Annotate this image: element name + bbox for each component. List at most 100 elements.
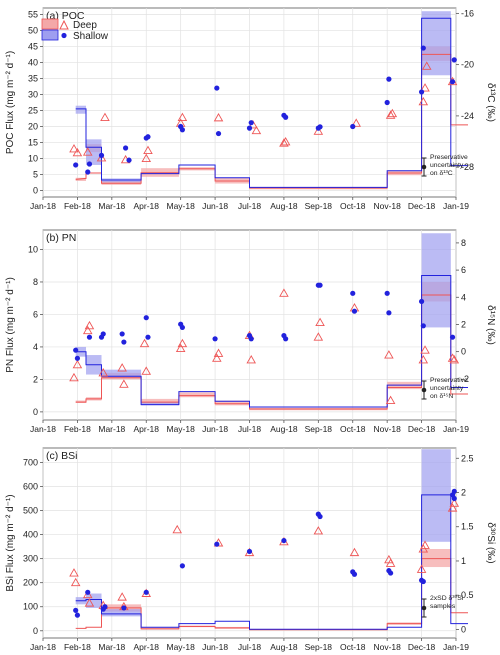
y2-tick-label: 0.5 [461,590,474,600]
deep-isotope-point [212,353,222,362]
deep-isotope-point [177,112,188,122]
deep-isotope-point [387,108,398,118]
uncertainty-note: on δ¹⁵N [430,393,453,400]
deep-isotope-point [315,317,325,327]
y-tick-label: 50 [28,25,38,35]
legend-shallow-marker [61,32,67,39]
y2-tick-label: -24 [461,111,474,121]
y2-tick-label: 2 [461,488,466,498]
x-tick-label: Sep-18 [305,201,333,211]
y-tick-label: 6 [33,309,38,319]
deep-isotope-point [213,348,224,357]
deep-isotope-point [98,367,109,377]
y2-tick-label: 4 [461,292,466,302]
y-tick-label: 45 [28,41,38,51]
shallow-isotope-point [451,488,457,494]
shallow-uncertainty-band [421,449,451,542]
shallow-uncertainty-band [86,139,102,165]
deep-isotope-point [420,540,430,549]
shallow-isotope-point [102,604,108,610]
uncertainty-note: Preservative [430,154,468,161]
shallow-uncertainty-band [86,593,102,608]
shallow-isotope-point [451,495,457,502]
deep-isotope-point [72,359,83,369]
deep-isotope-point [449,355,460,364]
y-tick-label: 20 [28,122,38,132]
deep-isotope-point [117,363,127,372]
y-axis-label: PN Flux (mg m⁻² d⁻¹) [5,277,16,373]
shallow-isotope-point [248,120,254,126]
shallow-isotope-point [420,323,426,329]
y-tick-label: 0 [33,407,38,417]
shallow-uncertainty-band [75,105,87,114]
y2-tick-label: 1 [461,556,466,566]
deep-uncertainty-band [141,398,179,404]
deep-isotope-point [279,288,289,297]
x-tick-label: Feb-18 [64,424,91,434]
legend-shallow-swatch [41,29,59,41]
x-tick-label: Jan-19 [443,201,469,211]
shallow-isotope-point [384,99,390,106]
deep-isotope-point [117,592,127,601]
shallow-isotope-point [179,127,185,133]
y-axis-label: BSi Flux (mg m⁻² d⁻¹) [5,494,16,591]
shallow-isotope-point [123,145,129,151]
shallow-isotope-point [119,331,125,337]
x-tick-label: Jun-18 [202,201,228,211]
deep-isotope-point [141,366,152,375]
x-tick-label: Oct-18 [340,424,366,434]
x-tick-label: Dec-18 [408,424,436,434]
shallow-isotope-point [212,336,218,342]
y2-tick-label: 2.5 [461,453,474,463]
panel-3: 0 100 200 300 400 500 600 700 0 0.5 1 1.5 2 2.5 Jan-18… [5,447,496,652]
shallow-isotope-point [283,336,289,342]
shallow-isotope-point [246,125,253,131]
x-tick-label: May-18 [166,424,195,434]
x-tick-label: Dec-18 [408,642,436,652]
x-tick-label: Jul-18 [238,201,261,211]
x-tick-label: Feb-18 [64,201,91,211]
deep-isotope-point [420,345,430,354]
x-tick-label: Jun-18 [202,424,228,434]
deep-isotope-point [119,379,129,388]
deep-isotope-point [84,320,95,330]
shallow-isotope-point [449,334,456,340]
deep-isotope-point [177,338,188,348]
x-tick-label: Jul-18 [238,642,261,652]
x-tick-label: Jan-18 [30,201,56,211]
y-tick-label: 700 [23,457,38,467]
deep-isotope-point [279,138,289,147]
shallow-isotope-point [143,315,149,321]
shallow-isotope-point [281,537,287,544]
uncertainty-note: uncertainty [430,385,464,392]
x-tick-label: Aug-18 [270,201,298,211]
shallow-uncertainty-band [101,609,142,617]
shallow-uncertainty-band [101,369,142,378]
deep-isotope-point [421,61,432,70]
x-tick-label: Jan-19 [443,424,469,434]
note-marker [421,387,427,393]
y-tick-label: 600 [23,481,38,491]
y-tick-label: 0 [33,626,38,636]
deep-uncertainty-band [215,400,250,406]
y2-axis-label: δ¹³C (‰) [485,83,496,122]
deep-uncertainty-band [141,627,179,630]
shallow-isotope-point [283,114,289,120]
shallow-isotope-point [351,308,358,314]
y-tick-label: 30 [28,89,38,99]
shallow-isotope-point [248,336,254,342]
uncertainty-note: on δ¹³C [430,170,453,177]
x-tick-label: Apr-18 [133,424,159,434]
deep-uncertainty-band [421,549,451,568]
deep-isotope-point [172,524,183,534]
uncertainty-note: 2xSD δ³⁰Si [430,594,464,602]
legend-deep-label: Deep [73,20,97,31]
x-tick-label: May-18 [166,201,195,211]
shallow-isotope-point [100,331,106,337]
y2-tick-label: 8 [461,238,466,248]
deep-isotope-point [349,547,360,557]
shallow-isotope-point [350,290,356,296]
x-tick-label: Mar-18 [98,201,125,211]
y-tick-label: 2 [33,374,38,384]
y2-tick-label: -2 [461,374,469,384]
